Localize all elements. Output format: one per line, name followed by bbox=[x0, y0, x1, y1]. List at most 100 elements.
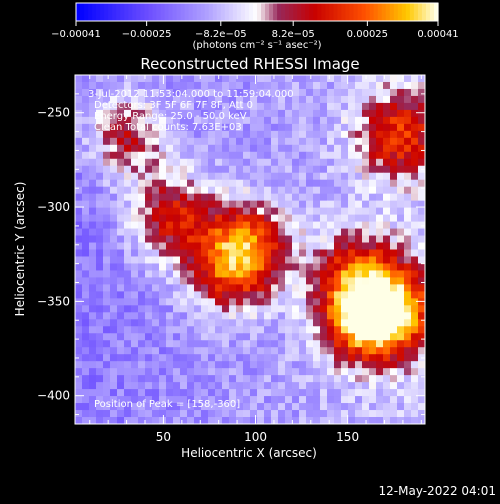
heatmap-cell bbox=[159, 417, 167, 425]
heatmap-cell bbox=[369, 361, 377, 369]
heatmap-cell bbox=[369, 263, 377, 271]
heatmap-cell bbox=[390, 235, 398, 243]
heatmap-cell bbox=[194, 235, 202, 243]
heatmap-cell bbox=[89, 123, 97, 132]
heatmap-cell bbox=[124, 172, 132, 181]
heatmap-cell bbox=[292, 291, 300, 299]
heatmap-cell bbox=[166, 291, 174, 299]
heatmap-cell bbox=[82, 158, 90, 167]
heatmap-cell bbox=[145, 179, 153, 188]
heatmap-cell bbox=[131, 151, 139, 160]
heatmap-cell bbox=[82, 270, 90, 278]
heatmap-cell bbox=[180, 221, 188, 229]
heatmap-cell bbox=[299, 179, 307, 188]
heatmap-cell bbox=[82, 354, 90, 362]
heatmap-cell bbox=[376, 368, 384, 376]
heatmap-cell bbox=[138, 144, 146, 153]
heatmap-cell bbox=[264, 221, 272, 229]
heatmap-cell bbox=[348, 284, 356, 292]
heatmap-cell bbox=[138, 333, 146, 341]
heatmap-cell bbox=[243, 235, 251, 243]
heatmap-cell bbox=[264, 382, 272, 390]
heatmap-cell bbox=[82, 347, 90, 355]
heatmap-cell bbox=[285, 389, 293, 397]
heatmap-cell bbox=[110, 375, 118, 383]
heatmap-cell bbox=[390, 116, 398, 125]
heatmap-cell bbox=[369, 102, 377, 111]
heatmap-cell bbox=[355, 396, 363, 404]
colorbar-cell bbox=[116, 3, 121, 21]
heatmap-cell bbox=[180, 326, 188, 334]
heatmap-cell bbox=[159, 410, 167, 418]
heatmap-cell bbox=[138, 410, 146, 418]
heatmap-cell bbox=[131, 116, 139, 125]
heatmap-cell bbox=[75, 389, 83, 397]
heatmap-cell bbox=[173, 291, 181, 299]
heatmap-cell bbox=[166, 382, 174, 390]
heatmap-cell bbox=[117, 333, 125, 341]
heatmap-cell bbox=[383, 123, 391, 132]
heatmap-cell bbox=[404, 116, 412, 125]
heatmap-cell bbox=[257, 137, 265, 146]
heatmap-cell bbox=[229, 312, 237, 320]
heatmap-cell bbox=[376, 75, 384, 83]
heatmap-cell bbox=[264, 151, 272, 160]
heatmap-cell bbox=[124, 403, 132, 411]
heatmap-cell bbox=[117, 249, 125, 257]
heatmap-cell bbox=[271, 347, 279, 355]
heatmap-cell bbox=[327, 158, 335, 167]
heatmap-cell bbox=[173, 207, 181, 215]
heatmap-cell bbox=[222, 193, 230, 202]
heatmap-cell bbox=[362, 116, 370, 125]
heatmap-cell bbox=[110, 249, 118, 257]
colorbar-cell bbox=[232, 3, 238, 21]
heatmap-cell bbox=[117, 81, 125, 90]
colorbar-cell bbox=[224, 3, 230, 21]
heatmap-cell bbox=[320, 158, 328, 167]
heatmap-cell bbox=[250, 298, 258, 306]
heatmap-cell bbox=[173, 130, 181, 139]
heatmap-cell bbox=[96, 214, 104, 222]
heatmap-cell bbox=[152, 326, 160, 334]
heatmap-cell bbox=[327, 368, 335, 376]
heatmap-cell bbox=[243, 319, 251, 327]
heatmap-cell bbox=[187, 151, 195, 160]
heatmap-cell bbox=[131, 228, 139, 236]
heatmap-cell bbox=[208, 340, 216, 348]
heatmap-cell bbox=[369, 291, 377, 299]
heatmap-cell bbox=[404, 389, 412, 397]
heatmap-cell bbox=[215, 186, 223, 195]
heatmap-cell bbox=[355, 298, 363, 306]
heatmap-cell bbox=[250, 319, 258, 327]
heatmap-cell bbox=[355, 81, 363, 90]
colorbar-cell bbox=[281, 3, 286, 21]
heatmap-cell bbox=[376, 410, 384, 418]
heatmap-cell bbox=[271, 123, 279, 132]
heatmap-cell bbox=[397, 319, 405, 327]
heatmap-cell bbox=[89, 410, 97, 418]
heatmap-cell bbox=[75, 361, 83, 369]
heatmap-cell bbox=[362, 109, 370, 118]
heatmap-cell bbox=[271, 249, 279, 257]
heatmap-cell bbox=[131, 389, 139, 397]
heatmap-cell bbox=[271, 417, 279, 425]
heatmap-cell bbox=[145, 165, 153, 174]
heatmap-cell bbox=[334, 75, 342, 83]
heatmap-cell bbox=[313, 158, 321, 167]
heatmap-cell bbox=[250, 368, 258, 376]
heatmap-cell bbox=[264, 123, 272, 132]
heatmap-cell bbox=[229, 200, 237, 209]
heatmap-cell bbox=[187, 165, 195, 174]
heatmap-cell bbox=[250, 249, 258, 257]
heatmap-cell bbox=[166, 340, 174, 348]
heatmap-cell bbox=[278, 277, 286, 285]
heatmap-cell bbox=[327, 179, 335, 188]
heatmap-cell bbox=[187, 410, 195, 418]
heatmap-cell bbox=[334, 130, 342, 139]
heatmap-cell bbox=[243, 109, 251, 118]
heatmap-cell bbox=[355, 158, 363, 167]
heatmap-cell bbox=[152, 193, 160, 202]
heatmap-cell bbox=[390, 144, 398, 153]
heatmap-cell bbox=[320, 382, 328, 390]
heatmap-cell bbox=[341, 137, 349, 146]
